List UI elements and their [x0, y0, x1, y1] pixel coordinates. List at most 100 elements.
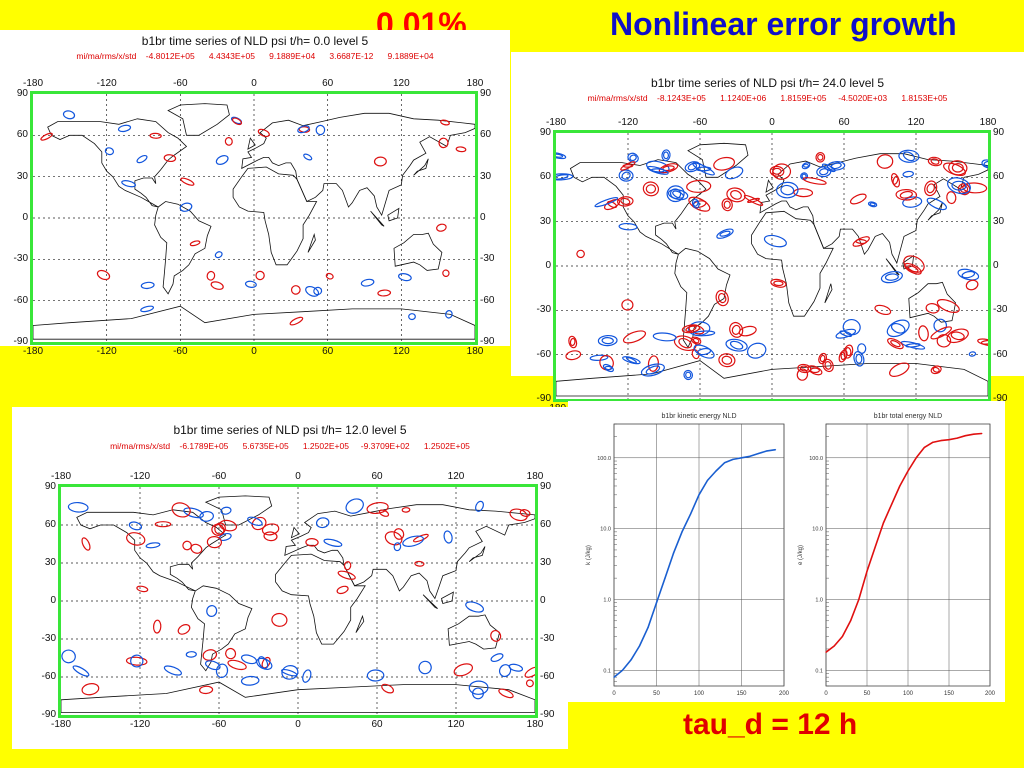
anomaly-contour — [126, 532, 146, 546]
anomaly-contour — [950, 331, 965, 341]
latitude-tick-label: -90 — [41, 709, 56, 720]
anomaly-contour — [121, 180, 137, 188]
anomaly-contour — [724, 166, 744, 180]
coastline — [556, 360, 988, 397]
anomaly-contour — [723, 200, 731, 209]
latitude-tick-label: -30 — [480, 253, 495, 265]
anomaly-contour — [780, 184, 795, 196]
data-point — [891, 503, 893, 505]
data-point — [630, 659, 632, 661]
data-point — [981, 432, 983, 435]
longitude-tick-label: 120 — [392, 78, 410, 89]
anomaly-contour — [895, 188, 918, 201]
longitude-tick-label: -180 — [545, 117, 566, 128]
total-energy-chart: b1br total energy NLD 0 50 100 150 200 0.1 1.0 1… — [798, 413, 996, 696]
anomaly-contour — [773, 280, 784, 287]
anomaly-contour — [729, 321, 744, 338]
anomaly-contour — [685, 371, 692, 379]
anomaly-contour — [853, 351, 865, 367]
anomaly-contour — [315, 124, 326, 136]
anomaly-contour — [453, 663, 474, 677]
data-point — [956, 437, 958, 439]
latitude-tick-label: 60 — [993, 171, 1005, 183]
anomaly-contour — [180, 177, 195, 186]
data-point — [613, 676, 615, 678]
anomaly-contour — [968, 351, 977, 357]
anomaly-contour — [436, 223, 447, 232]
anomaly-contour — [799, 365, 809, 372]
map-plot — [61, 487, 535, 715]
anomaly-contour — [721, 355, 733, 365]
anomaly-contour — [716, 228, 734, 239]
latitude-tick-label: 90 — [480, 88, 492, 99]
anomaly-contour — [693, 200, 699, 207]
anomaly-contour — [717, 292, 727, 304]
anomaly-contour — [692, 162, 715, 176]
anomaly-contour — [845, 347, 852, 357]
anomaly-contour — [136, 154, 148, 164]
y-axis-label: k (J/kg) — [586, 545, 592, 565]
anomaly-contour — [625, 356, 637, 364]
anomaly-contour — [684, 161, 701, 173]
anomaly-contour — [650, 168, 665, 173]
anomaly-contour — [128, 521, 143, 531]
data-point — [621, 669, 624, 671]
anomaly-contour — [240, 675, 260, 686]
anomaly-contour — [763, 234, 787, 248]
anomaly-contour — [445, 310, 453, 319]
anomaly-contour — [772, 163, 792, 180]
data-point — [766, 450, 768, 452]
latitude-tick-label: -30 — [13, 253, 28, 265]
anomaly-contour — [149, 132, 162, 139]
anomaly-contour — [215, 155, 229, 165]
coastline — [232, 166, 318, 266]
map-plot — [556, 133, 988, 399]
longitude-tick-label: 60 — [322, 346, 334, 357]
latitude-tick-label: 0 — [50, 595, 56, 606]
latitude-tick-label: -90 — [480, 336, 495, 347]
anomaly-contour — [40, 132, 53, 141]
anomaly-contour — [490, 653, 504, 663]
anomaly-contour — [366, 502, 389, 514]
anomaly-contour — [905, 343, 921, 348]
anomaly-contour — [770, 278, 787, 288]
anomaly-contour — [594, 196, 619, 208]
latitude-tick-label: -90 — [536, 393, 551, 404]
anomaly-contour — [214, 251, 223, 259]
anomaly-contour — [930, 158, 940, 165]
coastline — [47, 118, 188, 208]
coastline — [885, 258, 900, 276]
map-title: b1br time series of NLD psi t/h= 12.0 le… — [173, 423, 407, 437]
anomaly-contour — [509, 508, 528, 522]
anomaly-contour — [199, 685, 214, 695]
coastline — [284, 504, 535, 600]
x-tick-label: 200 — [985, 691, 996, 696]
anomaly-contour — [830, 162, 842, 170]
anomaly-contour — [202, 649, 218, 661]
anomaly-contour — [719, 230, 731, 237]
chart-title: b1br kinetic energy NLD — [661, 413, 736, 420]
data-point — [973, 433, 975, 435]
map-title: b1br time series of NLD psi t/h= 24.0 le… — [650, 76, 885, 90]
y-tick-label: 0.1 — [603, 668, 611, 674]
data-point — [664, 577, 666, 579]
anomaly-contour — [440, 119, 450, 126]
latitude-tick-label: 30 — [44, 557, 56, 568]
anomaly-contour — [884, 273, 899, 281]
coastline — [393, 232, 443, 271]
data-point — [757, 452, 760, 455]
longitude-tick-label: -60 — [211, 719, 227, 730]
data-point — [749, 455, 751, 457]
anomaly-contour — [412, 533, 429, 543]
anomaly-contour — [519, 509, 531, 517]
anomaly-contour — [618, 169, 634, 182]
anomaly-contour — [826, 161, 846, 171]
x-tick-label: 150 — [944, 691, 955, 696]
longitude-tick-label: 0 — [295, 719, 301, 730]
anomaly-contour — [721, 198, 733, 212]
data-point — [841, 635, 843, 638]
anomaly-contour — [206, 605, 218, 617]
coastline — [33, 305, 475, 340]
data-point — [825, 651, 827, 653]
coastline — [275, 553, 366, 645]
